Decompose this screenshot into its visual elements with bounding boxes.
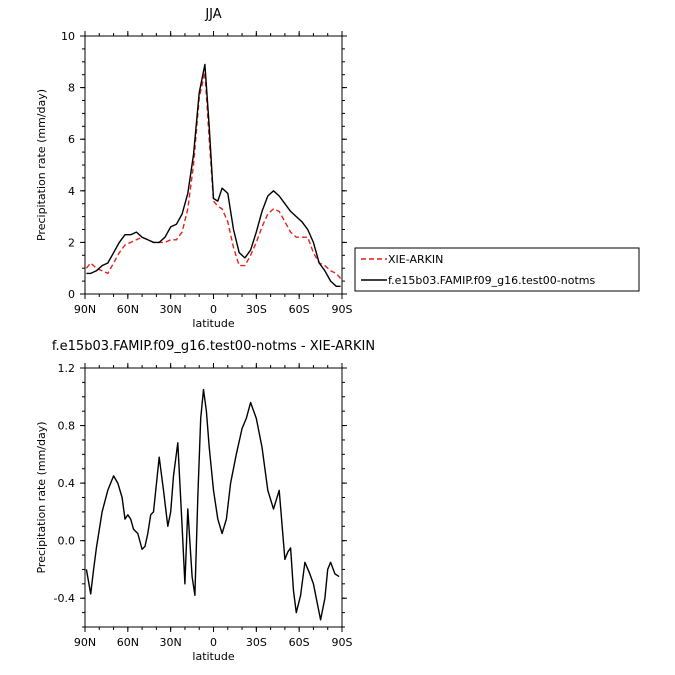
y-tick-label: 4: [68, 185, 75, 198]
y-tick-label: 0.4: [58, 477, 76, 490]
legend-label-1: XIE-ARKIN: [388, 253, 443, 266]
y-axis-title: Precipitation rate (mm/day): [35, 89, 48, 241]
y-tick-label: 0: [68, 288, 75, 301]
x-tick-label: 90N: [74, 303, 96, 316]
plot-frame: [84, 367, 343, 628]
chart-title: f.e15b03.FAMIP.f09_g16.test00-notms - XI…: [52, 339, 375, 354]
chart-panel-2: f.e15b03.FAMIP.f09_g16.test00-notms - XI…: [35, 339, 375, 663]
x-tick-label: 60S: [289, 303, 310, 316]
x-tick-label: 90S: [332, 636, 353, 649]
y-tick-label: 2: [68, 236, 75, 249]
x-axis-title: latitude: [192, 317, 234, 330]
y-tick-label: 0.8: [58, 420, 76, 433]
y-tick-label: 0.0: [58, 535, 76, 548]
x-tick-label: 60S: [289, 636, 310, 649]
y-tick-label: 8: [68, 82, 75, 95]
x-tick-label: 30S: [246, 636, 267, 649]
series-line-1: [85, 388, 340, 621]
x-axis-title: latitude: [192, 650, 234, 663]
x-tick-label: 30N: [160, 303, 182, 316]
y-tick-label: -0.4: [54, 592, 75, 605]
legend: XIE-ARKIN f.e15b03.FAMIP.f09_g16.test00-n…: [354, 247, 640, 292]
x-tick-label: 30N: [160, 636, 182, 649]
x-tick-label: 60N: [117, 636, 139, 649]
chart-panel-1: JJA 90N 60N 30N 0 30S 60S 90S 0 2 4 6 8 10 latitude Pre…: [35, 7, 640, 330]
chart-title: JJA: [204, 7, 221, 22]
series-line-2: [86, 63, 341, 287]
y-tick-label: 10: [61, 30, 75, 43]
y-tick-label: 6: [68, 133, 75, 146]
x-tick-label: 30S: [246, 303, 267, 316]
y-axis-title: Precipitation rate (mm/day): [35, 421, 48, 573]
x-tick-label: 0: [210, 636, 217, 649]
plot-frame: [84, 35, 343, 295]
legend-box: [354, 247, 640, 292]
y-tick-label: 1.2: [58, 362, 76, 375]
x-tick-label: 90S: [332, 303, 353, 316]
x-tick-label: 0: [210, 303, 217, 316]
x-tick-label: 60N: [117, 303, 139, 316]
series-line-1: [85, 71, 342, 279]
x-tick-label: 90N: [74, 636, 96, 649]
legend-label-2: f.e15b03.FAMIP.f09_g16.test00-notms: [388, 274, 595, 287]
